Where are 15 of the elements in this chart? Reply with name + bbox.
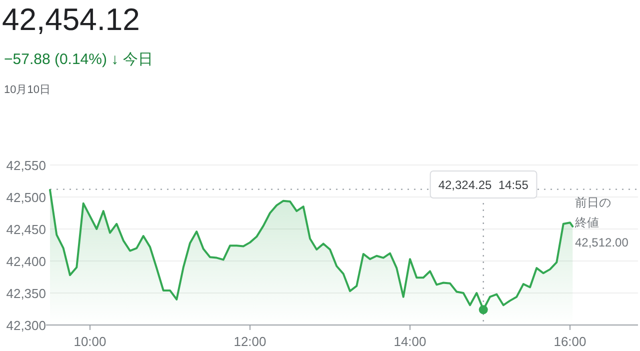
x-tick-label: 16:00 — [554, 334, 586, 349]
y-tick-label: 42,550 — [6, 158, 46, 173]
chart-subtitle: −57.88 (0.14%) ↓ 今日 — [4, 51, 153, 68]
text: 10月10日 — [4, 84, 50, 96]
x-tick-label: 14:00 — [394, 334, 426, 349]
annotation: 42,324.25 14:55 — [438, 178, 529, 192]
y-tick-label: 42,350 — [6, 286, 46, 301]
y-tick-label: 42,300 — [6, 318, 46, 333]
x-tick-label: 10:00 — [74, 334, 106, 349]
y-tick-label: 42,400 — [6, 254, 46, 269]
chart-title: 42,454.12 — [2, 2, 140, 37]
ref-line-label: 前日の終値 42,512.00 — [574, 195, 629, 250]
x-tick-label: 12:00 — [234, 334, 266, 349]
y-tick-label: 42,500 — [6, 190, 46, 205]
y-tick-label: 42,450 — [6, 222, 46, 237]
